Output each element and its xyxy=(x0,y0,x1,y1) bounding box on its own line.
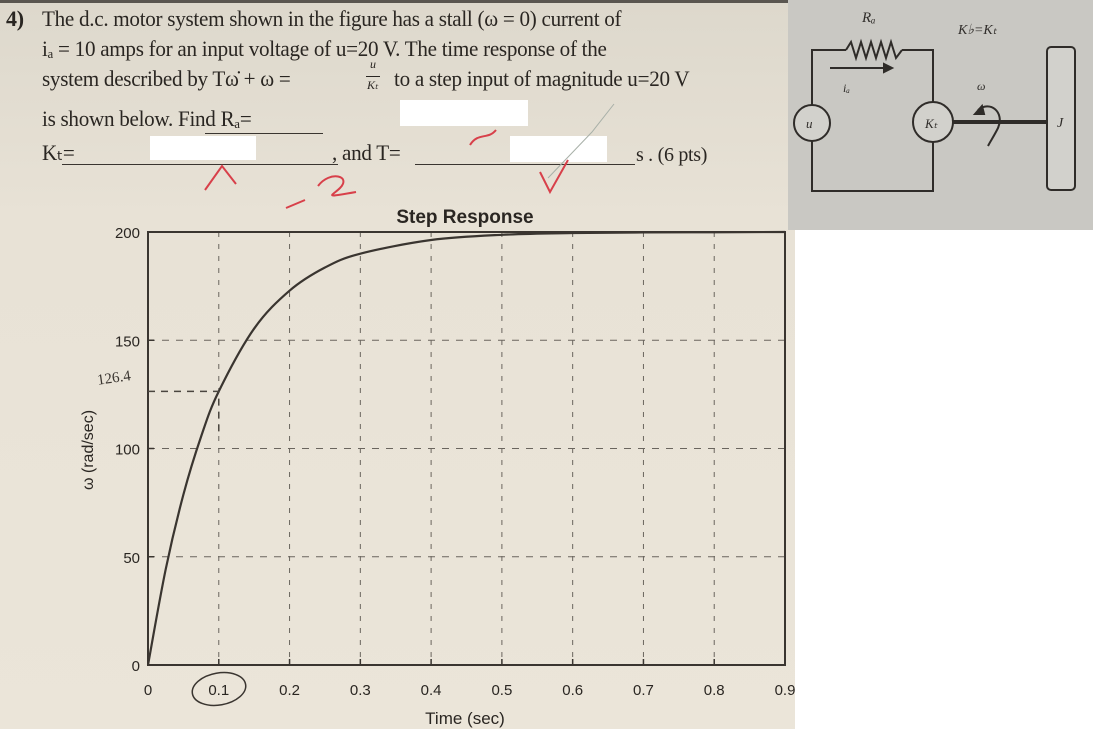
chart-title: Step Response xyxy=(396,207,533,228)
y-axis-label: ω (rad/sec) xyxy=(80,410,97,490)
handwritten-two xyxy=(317,175,357,197)
redacted-answer-kt xyxy=(150,136,256,160)
check-mark-t xyxy=(539,159,569,195)
y-tick-label: 50 xyxy=(123,550,140,567)
grading-marks xyxy=(204,129,569,209)
handwritten-value-label: 126.4 xyxy=(96,368,132,389)
y-tick-label: 0 xyxy=(132,658,140,675)
question-number: 4) xyxy=(6,6,24,31)
handwritten-circle-on-0.1 xyxy=(191,671,247,707)
question-line-4: is shown below. Find Rₐ= xyxy=(42,106,252,131)
question-line-3b: to a step input of magnitude u=20 V xyxy=(394,66,690,91)
motor-label: Kₜ xyxy=(924,116,939,131)
question-line-5b: , and T= xyxy=(332,140,401,165)
answer-blank-t xyxy=(415,164,635,165)
x-tick-label: 0.1 xyxy=(208,682,229,699)
page-top-border xyxy=(0,0,790,3)
x-tick-label: 0.4 xyxy=(421,682,442,699)
x-tick-label: 0.7 xyxy=(633,682,654,699)
wire-top-right xyxy=(902,49,934,102)
current-label: iₐ xyxy=(843,81,850,95)
wire-top-left xyxy=(811,49,846,105)
question-line-3a: system described by Tω̇ + ω = xyxy=(42,66,291,91)
x-tick-label: 0.5 xyxy=(491,682,512,699)
inertia-label: J xyxy=(1057,116,1064,131)
source-label: u xyxy=(806,116,813,131)
motor-circuit-diagram xyxy=(793,38,1076,192)
fraction-numerator: u xyxy=(370,57,376,71)
flywheel-inertia xyxy=(1046,46,1076,191)
x-tick-label: 0.9 xyxy=(775,682,796,699)
y-tick-label: 100 xyxy=(115,442,140,459)
question-line-1: The d.c. motor system shown in the figur… xyxy=(42,6,622,31)
x-tick-label: 0.3 xyxy=(350,682,371,699)
x-tick-label: 0.8 xyxy=(704,682,725,699)
resistor-label: Rₐ xyxy=(861,10,876,26)
redacted-answer-t xyxy=(510,136,607,162)
step-response-curve xyxy=(146,230,786,666)
answer-blank-ra xyxy=(205,133,323,134)
pencil-stroke xyxy=(547,103,615,179)
handwritten-value-guide xyxy=(148,390,220,432)
question-line-5c: s . (6 pts) xyxy=(636,144,708,166)
wire-bottom xyxy=(811,141,934,192)
speed-label: ω xyxy=(977,79,985,93)
x-tick-label: 0 xyxy=(144,682,152,699)
minus-mark xyxy=(285,199,306,209)
x-axis-label: Time (sec) xyxy=(425,709,505,728)
fraction-denominator: Kₜ xyxy=(367,78,378,92)
rotation-arrow-icon xyxy=(977,105,1001,147)
wrong-mark-kt xyxy=(204,164,237,191)
x-tick-label: 0.6 xyxy=(562,682,583,699)
y-tick-label: 150 xyxy=(115,333,140,350)
y-tick-label: 200 xyxy=(115,225,140,242)
question-line-5a: Kₜ= xyxy=(42,140,75,165)
constant-label: K♭=Kₜ xyxy=(957,23,998,38)
diagram-labels: Rₐ iₐ u Kₜ K♭=Kₜ ω J xyxy=(806,10,1064,131)
resistor-icon xyxy=(845,38,903,62)
question-line-2: iₐ = 10 amps for an input voltage of u=2… xyxy=(42,36,607,61)
plot-frame xyxy=(147,231,786,666)
blank-area xyxy=(795,230,1093,729)
check-mark-ra xyxy=(469,129,497,146)
x-tick-label: 0.2 xyxy=(279,682,300,699)
voltage-source-icon xyxy=(793,104,831,142)
step-response-chart: Step Response Time (sec) ω (rad/sec) 0 0.… xyxy=(80,207,795,728)
fraction-bar xyxy=(366,76,380,77)
redacted-answer-ra xyxy=(400,100,528,126)
answer-blank-kt xyxy=(62,164,338,165)
